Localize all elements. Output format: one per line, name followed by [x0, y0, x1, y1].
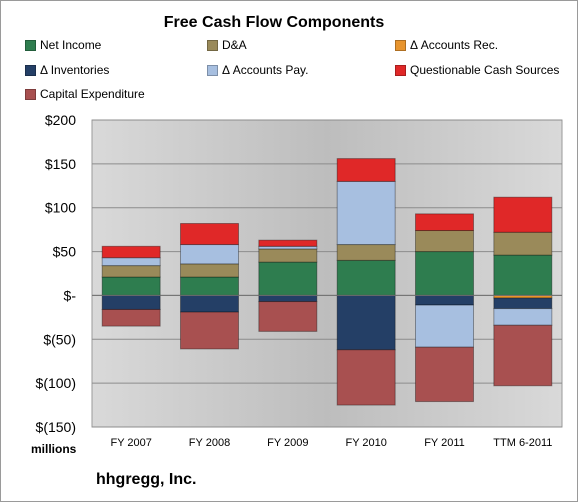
bar-segment [180, 223, 239, 246]
bar-segment [336, 180, 396, 246]
bar-segment [336, 244, 396, 261]
y-tick-label: $(50) [43, 331, 76, 347]
y-tick-label: $(100) [36, 375, 76, 391]
bars [92, 158, 562, 406]
chart-title: Free Cash Flow Components [163, 14, 385, 31]
x-tick-label: FY 2009 [267, 437, 308, 449]
legend-swatch-questionable-cash [395, 64, 406, 76]
y-tick-label: $150 [45, 156, 76, 172]
legend-item-net-income: Net Income [25, 38, 101, 52]
legend-label: Net Income [40, 38, 102, 52]
y-tick-label: $100 [45, 200, 76, 216]
bar-segment [101, 276, 161, 296]
bar-segment [336, 259, 396, 296]
legend-label: Capital Expenditure [40, 87, 145, 101]
y-tick-label: $200 [45, 112, 76, 128]
bar-segment [258, 261, 318, 296]
bar-segment [336, 349, 396, 406]
bar-segment [180, 294, 239, 313]
bar-segment [101, 245, 161, 259]
legend-swatch-inventories [25, 64, 36, 76]
bar-segment [258, 294, 318, 303]
legend-item-capex: Capital Expenditure [25, 87, 145, 101]
x-axis-ticks: FY 2007 FY 2008 FY 2009 FY 2010 FY 2011 TTM 6… [110, 437, 552, 449]
legend-label: Δ Accounts Rec. [410, 38, 499, 52]
bar-segment [258, 245, 318, 250]
bar-segment [415, 346, 474, 403]
bar-segment [415, 213, 474, 232]
bar-segment [258, 301, 318, 332]
legend-item-accounts-rec: Δ Accounts Rec. [395, 38, 498, 52]
legend-label: Questionable Cash Sources [410, 63, 560, 77]
plot-area [91, 119, 563, 428]
bar-segment [180, 311, 239, 350]
bar-segment [101, 308, 161, 327]
bar-segment [493, 231, 553, 256]
bar-segment [101, 257, 161, 267]
legend-label: D&A [222, 38, 247, 52]
legend-swatch-net-income [25, 39, 36, 51]
legend-item-inventories: Δ Inventories [25, 63, 109, 77]
y-axis-ticks: $200 $150 $100 $50 $- $(50) $(100) $(150) [36, 112, 77, 435]
bar-segment [180, 244, 239, 265]
legend-swatch-accounts-pay [207, 64, 218, 76]
x-tick-label: FY 2010 [345, 437, 386, 449]
legend-swatch-accounts-rec [395, 39, 406, 51]
bar-segment [415, 294, 474, 306]
legend-item-accounts-pay: Δ Accounts Pay. [207, 63, 309, 77]
bar-segment [493, 196, 553, 233]
bar-segment [415, 251, 474, 296]
bar-segment [258, 248, 318, 263]
bar-segment [258, 239, 318, 247]
bar-segment [101, 265, 161, 278]
bar-segment [336, 158, 396, 182]
bar-segment [493, 297, 553, 310]
x-tick-label: FY 2007 [110, 437, 151, 449]
bar-segment [101, 294, 161, 310]
legend-item-questionable-cash: Questionable Cash Sources [395, 63, 559, 77]
bar-segment [415, 304, 474, 348]
x-tick-label: FY 2008 [189, 437, 230, 449]
x-tick-label: TTM 6-2011 [493, 437, 552, 449]
legend-item-da: D&A [207, 38, 247, 52]
bar-segment [336, 294, 396, 351]
bar-segment [493, 254, 553, 296]
legend-label: Δ Accounts Pay. [222, 63, 309, 77]
legend-swatch-da [207, 39, 218, 51]
y-tick-label: $50 [53, 244, 77, 260]
bar-segment [180, 263, 239, 278]
bar-segment [493, 324, 553, 387]
bar-segment [415, 230, 474, 253]
bar-segment [493, 308, 553, 326]
legend-label: Δ Inventories [40, 63, 110, 77]
y-tick-label: $(150) [36, 419, 76, 435]
bar-segment [180, 276, 239, 296]
legend-swatch-capex [25, 88, 36, 100]
x-tick-label: FY 2011 [424, 437, 465, 449]
company-name: hhgregg, Inc. [96, 471, 197, 488]
units-label: millions [31, 442, 77, 456]
y-tick-label: $- [64, 287, 77, 303]
